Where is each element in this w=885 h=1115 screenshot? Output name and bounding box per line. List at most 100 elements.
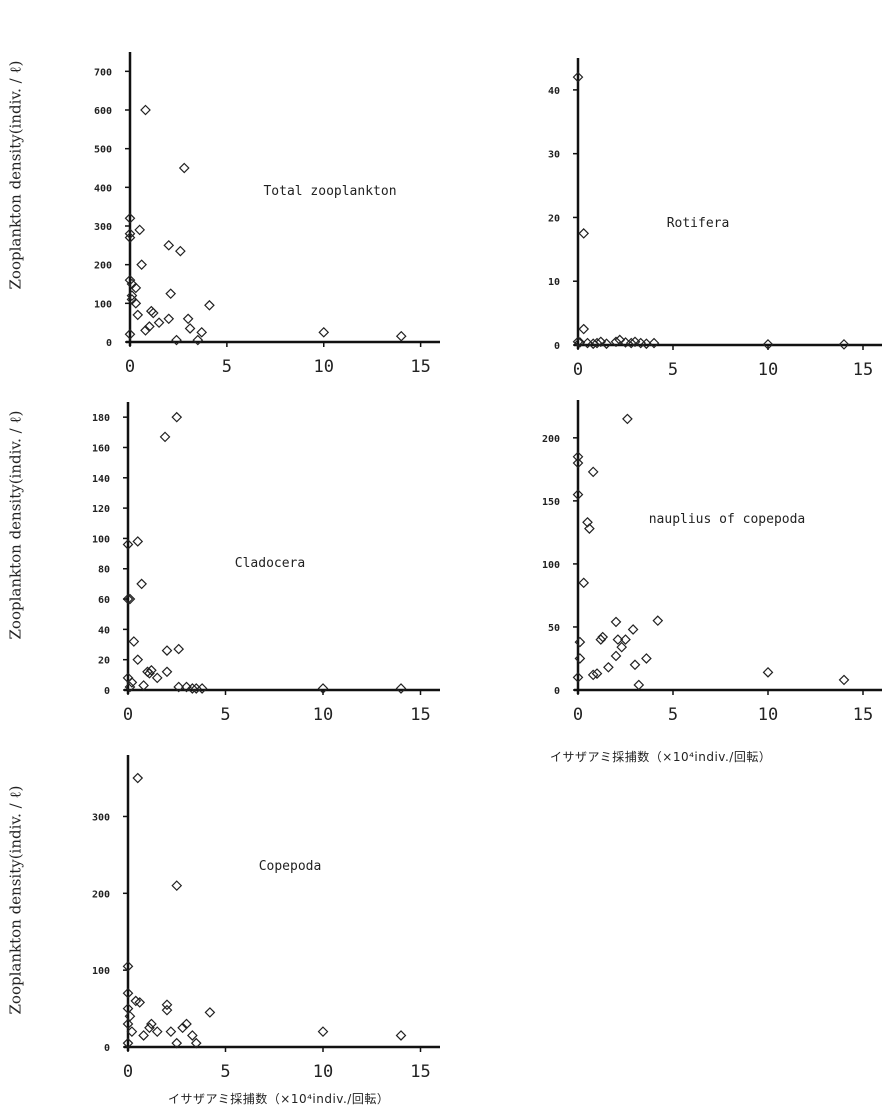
data-point xyxy=(572,489,584,500)
y-tick-label: 10 xyxy=(548,277,560,288)
y-tick-label: 300 xyxy=(92,812,110,823)
y-tick-label: 300 xyxy=(94,222,112,233)
data-point xyxy=(572,336,584,348)
chart-title: Cladocera xyxy=(235,556,305,571)
data-point xyxy=(181,681,192,693)
data-point xyxy=(178,162,190,174)
data-point xyxy=(130,282,142,294)
chart-title: Rotifera xyxy=(667,216,730,231)
y-tick-label: 20 xyxy=(98,656,110,667)
data-point xyxy=(574,337,586,348)
data-point xyxy=(601,338,612,350)
data-point xyxy=(574,636,586,648)
data-point xyxy=(395,330,407,342)
data-point xyxy=(171,411,183,423)
data-point xyxy=(612,634,624,645)
data-point xyxy=(620,634,631,645)
y-tick-label: 600 xyxy=(94,106,112,117)
data-point xyxy=(159,431,171,443)
y-tick-label: 180 xyxy=(92,413,110,424)
data-point xyxy=(126,677,138,688)
data-point xyxy=(124,228,136,240)
data-point xyxy=(151,1026,163,1037)
data-point xyxy=(132,654,144,666)
data-point xyxy=(652,615,664,627)
y-tick-label: 100 xyxy=(94,299,112,310)
data-point xyxy=(124,274,136,286)
chart-title: Copepoda xyxy=(259,859,322,874)
data-point xyxy=(175,245,186,257)
data-point xyxy=(144,1022,155,1034)
data-point xyxy=(163,313,175,325)
data-point xyxy=(648,337,660,349)
data-point xyxy=(130,995,142,1007)
data-point xyxy=(136,259,147,271)
data-point xyxy=(595,336,607,348)
y-tick-label: 160 xyxy=(92,443,110,454)
data-point xyxy=(126,290,138,301)
data-point xyxy=(144,321,155,332)
y-tick-label: 80 xyxy=(98,565,110,576)
x-axis-label-bottom: イサザアミ採捕数（×10⁴indiv./回転） xyxy=(168,1092,390,1106)
x-tick-label: 0 xyxy=(123,1062,133,1082)
data-point xyxy=(622,413,633,425)
data-point xyxy=(122,1037,134,1049)
data-point xyxy=(140,325,151,336)
x-tick-label: 10 xyxy=(758,360,778,380)
data-point xyxy=(122,960,134,972)
y-tick-label: 150 xyxy=(542,497,560,508)
data-point xyxy=(204,1007,216,1018)
data-point xyxy=(124,232,136,243)
data-point xyxy=(627,624,639,635)
data-point xyxy=(633,679,645,691)
data-point xyxy=(572,457,584,469)
y-tick-label: 50 xyxy=(548,623,560,634)
data-point xyxy=(190,1037,202,1049)
y-tick-label: 100 xyxy=(92,534,110,545)
x-tick-label: 15 xyxy=(410,357,430,377)
data-point xyxy=(587,669,599,681)
data-point xyxy=(625,337,637,349)
data-point xyxy=(574,653,586,664)
chart-title: nauplius of copepoda xyxy=(649,512,806,527)
data-point xyxy=(122,1018,134,1030)
data-point xyxy=(126,1026,138,1037)
x-tick-label: 10 xyxy=(314,357,334,377)
data-point xyxy=(196,683,208,694)
y-tick-label: 0 xyxy=(104,686,110,697)
data-point xyxy=(165,288,177,300)
data-point xyxy=(173,681,185,693)
data-point xyxy=(138,680,149,691)
data-point xyxy=(578,577,590,589)
data-point xyxy=(610,616,622,628)
data-point xyxy=(182,313,194,325)
data-point xyxy=(591,668,603,679)
data-point xyxy=(762,666,774,678)
x-tick-label: 5 xyxy=(220,705,230,725)
y-tick-label: 20 xyxy=(548,213,560,224)
data-point xyxy=(171,1037,183,1049)
data-point xyxy=(603,661,614,673)
data-point xyxy=(134,224,146,236)
data-point xyxy=(124,328,136,340)
data-point xyxy=(610,336,622,348)
y-tick-label: 30 xyxy=(548,150,560,161)
data-point xyxy=(317,683,329,694)
y-tick-label: 120 xyxy=(92,504,110,515)
data-point xyxy=(597,631,609,643)
data-point xyxy=(584,523,595,534)
data-point xyxy=(184,323,196,334)
y-tick-label: 0 xyxy=(106,338,112,349)
data-point xyxy=(395,683,407,694)
data-point xyxy=(616,641,628,653)
data-point xyxy=(161,666,173,678)
data-point xyxy=(595,634,607,645)
data-point xyxy=(591,337,603,349)
x-tick-label: 5 xyxy=(668,360,678,380)
data-point xyxy=(395,1030,407,1041)
y-tick-label: 0 xyxy=(554,686,560,697)
data-point xyxy=(187,683,198,694)
y-tick-label: 60 xyxy=(98,595,110,606)
